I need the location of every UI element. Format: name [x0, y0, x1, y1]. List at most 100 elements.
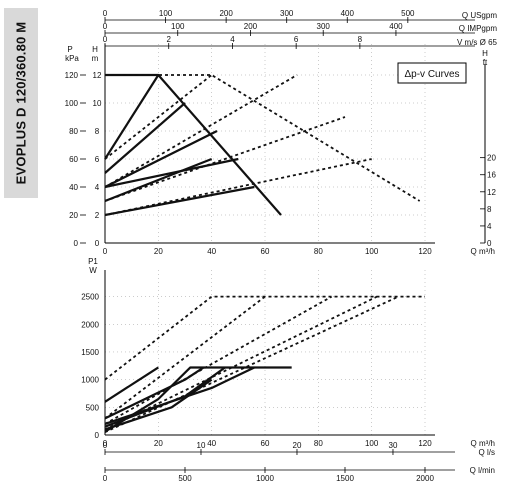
- bottom-axis-tick-label: 0: [103, 441, 108, 450]
- bottom-axis-tick-label: 1000: [256, 474, 274, 483]
- top-axis-tick-label: 200: [219, 9, 233, 18]
- y3-tick-label: 8: [487, 205, 492, 214]
- top-axis-tick-label: 500: [401, 9, 415, 18]
- bottom-axis-label: Q l/s: [479, 448, 495, 457]
- bottom-axis-tick-label: 1500: [336, 474, 354, 483]
- x-tick-label: 120: [418, 439, 432, 448]
- bottom-axis-tick-label: 500: [178, 474, 192, 483]
- y2-tick-label: 8: [95, 127, 100, 136]
- power-curve-line: [104, 366, 292, 433]
- y2-tick-label: 4: [95, 183, 100, 192]
- y-tick-label: 1500: [81, 348, 99, 357]
- top-axis-label: V m/s Ø 65: [457, 38, 498, 47]
- power-curve-line-dotted: [104, 295, 266, 420]
- top-axis-tick-label: 6: [294, 35, 299, 44]
- y-tick-label: 120: [65, 71, 79, 80]
- bottom-axis-tick-label: 10: [197, 441, 206, 450]
- y-axis-unit: W: [89, 266, 97, 275]
- curve-line-dotted: [104, 74, 213, 160]
- x-tick-label: 60: [261, 247, 270, 256]
- top-axis-tick-label: 4: [230, 35, 235, 44]
- power-curve-line-dotted: [104, 295, 399, 434]
- top-axis-tick-label: 0: [103, 9, 108, 18]
- top-axis-tick-label: 400: [389, 22, 403, 31]
- y-tick-label: 20: [69, 211, 78, 220]
- y3-tick-label: 0: [487, 239, 492, 248]
- x-tick-label: 80: [314, 247, 323, 256]
- bottom-axis-tick-label: 0: [103, 474, 108, 483]
- x-tick-label: 60: [261, 439, 270, 448]
- x-axis-label: Q m³/h: [471, 247, 495, 256]
- x-tick-label: 40: [207, 247, 216, 256]
- curve-line-dotted: [104, 74, 298, 188]
- legend-label: Δp-v Curves: [404, 69, 459, 80]
- y-tick-label: 1000: [81, 376, 99, 385]
- power-curve-line: [104, 366, 255, 425]
- x-tick-label: 100: [365, 439, 379, 448]
- top-axis-tick-label: 0: [103, 35, 108, 44]
- y3-tick-label: 4: [487, 222, 492, 231]
- y-axis-unit: kPa: [65, 54, 79, 63]
- y2-axis-unit: m: [92, 54, 99, 63]
- x-axis-label: Q m³/h: [471, 439, 495, 448]
- curve-line: [104, 74, 160, 160]
- top-axis-tick-label: 400: [341, 9, 355, 18]
- top-axis-tick-label: 300: [317, 22, 331, 31]
- y2-tick-label: 2: [95, 211, 100, 220]
- y3-tick-label: 16: [487, 171, 496, 180]
- y2-tick-label: 0: [95, 239, 100, 248]
- curve-line-dotted: [104, 116, 346, 202]
- curve-line: [104, 157, 239, 189]
- top-axis-tick-label: 2: [166, 35, 171, 44]
- y-axis-title: P: [67, 45, 72, 54]
- y-tick-label: 60: [69, 155, 78, 164]
- y-tick-label: 80: [69, 127, 78, 136]
- x-tick-label: 100: [365, 247, 379, 256]
- top-axis-tick-label: 200: [244, 22, 258, 31]
- top-axis-tick-label: 100: [159, 9, 173, 18]
- x-tick-label: 120: [418, 247, 432, 256]
- y3-axis-title: H: [482, 49, 488, 58]
- y2-tick-label: 12: [93, 71, 102, 80]
- bottom-axis-tick-label: 30: [389, 441, 398, 450]
- bottom-axis-tick-label: 20: [293, 441, 302, 450]
- y-axis-title: P1: [88, 257, 98, 266]
- y3-tick-label: 12: [487, 188, 496, 197]
- x-tick-label: 80: [314, 439, 323, 448]
- legend-box: [397, 62, 467, 84]
- y2-axis-title: H: [92, 45, 98, 54]
- power-curve-line-dotted: [104, 295, 378, 431]
- x-tick-label: 0: [103, 247, 108, 256]
- power-curve-line-dotted: [104, 295, 425, 381]
- bottom-axis-label: Q l/min: [470, 466, 495, 475]
- x-tick-label: 20: [154, 439, 163, 448]
- y2-tick-label: 10: [93, 99, 102, 108]
- x-tick-label: 20: [154, 247, 163, 256]
- y-tick-label: 0: [74, 239, 79, 248]
- bottom-axis-tick-label: 2000: [416, 474, 434, 483]
- x-tick-label: 0: [103, 439, 108, 448]
- top-axis-label: Q IMPgpm: [459, 24, 498, 33]
- curve-line: [104, 130, 218, 188]
- top-axis-tick-label: 300: [280, 9, 294, 18]
- top-axis-tick-label: 0: [103, 22, 108, 31]
- y-tick-label: 40: [69, 183, 78, 192]
- top-axis-label: Q USgpm: [462, 11, 497, 20]
- y-tick-label: 0: [95, 431, 100, 440]
- power-curve-line-dotted: [104, 295, 333, 425]
- y-tick-label: 100: [65, 99, 79, 108]
- top-axis-tick-label: 100: [171, 22, 185, 31]
- y-tick-label: 2500: [81, 293, 99, 302]
- x-tick-label: 40: [207, 439, 216, 448]
- side-title-bar: EVOPLUS D 120/360.80 M: [0, 0, 44, 492]
- y-tick-label: 500: [86, 403, 100, 412]
- power-curve-line: [104, 366, 159, 403]
- y2-tick-label: 6: [95, 155, 100, 164]
- top-axis-tick-label: 8: [358, 35, 363, 44]
- product-title-box: EVOPLUS D 120/360.80 M: [4, 8, 38, 198]
- curve-line: [104, 102, 186, 174]
- y-tick-label: 2000: [81, 320, 99, 329]
- curve-line: [105, 73, 282, 216]
